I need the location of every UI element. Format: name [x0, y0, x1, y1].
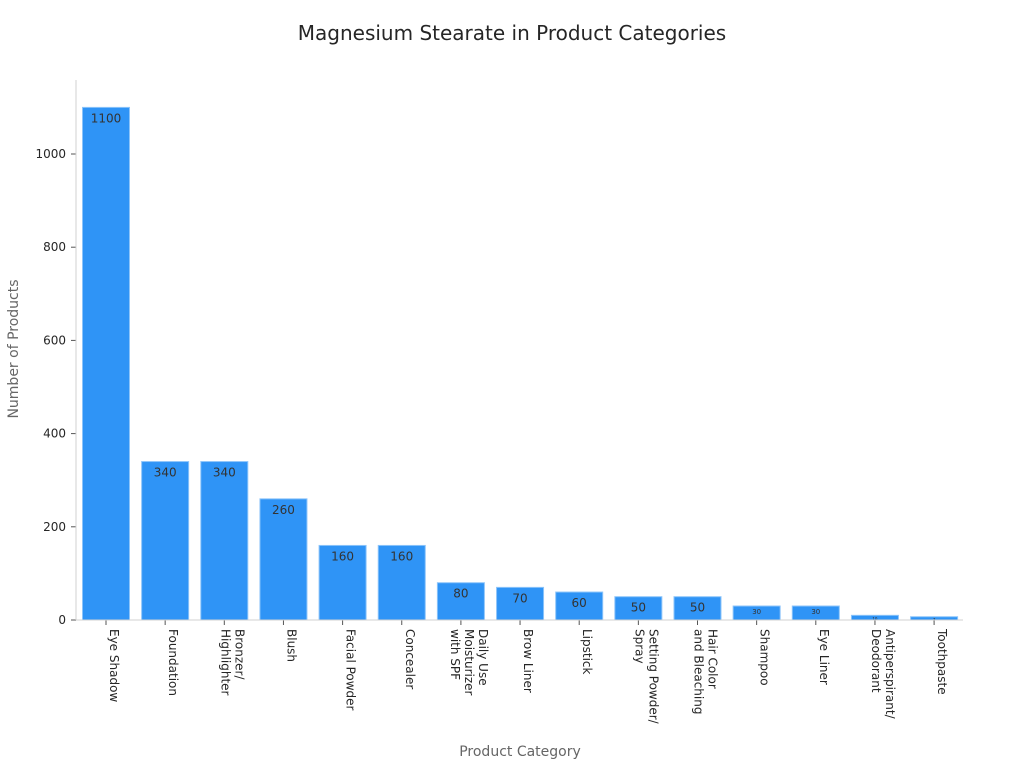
- chart-title: Magnesium Stearate in Product Categories: [298, 21, 726, 45]
- bar: [377, 544, 426, 621]
- y-tick-label: 200: [43, 520, 66, 534]
- bar-value-label: 70: [512, 591, 527, 605]
- bar-value-label: 1100: [91, 111, 122, 125]
- y-tick-label: 800: [43, 240, 66, 254]
- x-tick-label: Bronzer/Highlighter: [218, 629, 246, 696]
- bar-value-label: 50: [690, 601, 705, 615]
- bar: [496, 586, 545, 621]
- bar-value-label: 340: [154, 466, 177, 480]
- bar: [200, 461, 249, 621]
- bar: [318, 544, 367, 621]
- x-tick-label: Toothpaste: [935, 628, 949, 695]
- bar: [259, 498, 308, 621]
- bar-value-label: 50: [631, 601, 646, 615]
- bar-value-label: 260: [272, 503, 295, 517]
- y-axis-label: Number of Products: [6, 279, 22, 418]
- x-tick-label: Foundation: [166, 629, 180, 696]
- x-tick-label: Hair Colorand Bleaching: [692, 629, 720, 714]
- x-axis-label: Product Category: [459, 744, 581, 760]
- x-tick-label: Setting Powder/Spray: [632, 629, 660, 725]
- y-tick-label: 1000: [35, 147, 66, 161]
- bar-value-label: 30: [811, 608, 820, 616]
- x-tick-label: Brow Liner: [521, 629, 535, 693]
- bar-value-label: 60: [572, 596, 587, 610]
- bar-value-label: 160: [331, 549, 354, 563]
- bar: [141, 461, 190, 621]
- bar-value-label: 10: [872, 616, 878, 621]
- x-tick-label: Shampoo: [758, 629, 772, 686]
- bar-value-label: 160: [390, 549, 413, 563]
- bar-value-label: 30: [752, 608, 761, 616]
- x-tick-label: Antiperspirant/Deodorant: [869, 629, 897, 720]
- bar-value-label: 80: [453, 587, 468, 601]
- y-tick-label: 600: [43, 333, 66, 347]
- x-tick-label: Concealer: [403, 629, 417, 689]
- x-tick-label: Blush: [284, 629, 298, 662]
- y-tick-label: 0: [58, 613, 66, 627]
- x-tick-label: Eye Liner: [817, 629, 831, 685]
- x-tick-label: Facial Powder: [344, 629, 358, 711]
- bar-value-label: 340: [213, 466, 236, 480]
- x-tick-label: Eye Shadow: [107, 629, 121, 702]
- bar: [82, 106, 130, 621]
- y-tick-label: 400: [43, 427, 66, 441]
- x-tick-label: Daily UseMoisturizerwith SPF: [448, 629, 490, 696]
- x-tick-label: Lipstick: [580, 629, 594, 675]
